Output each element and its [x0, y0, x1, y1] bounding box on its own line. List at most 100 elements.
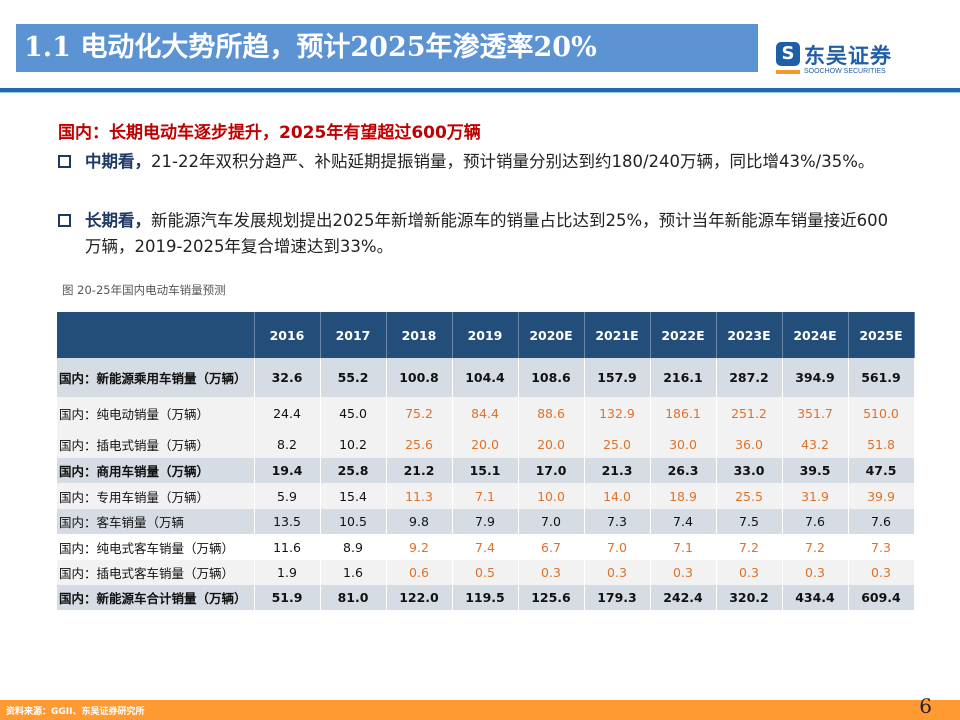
table-cell: 15.4 — [320, 483, 387, 509]
table-cell: 7.6 — [782, 509, 849, 534]
column-header: 2023E — [716, 312, 783, 358]
table-cell: 14.0 — [584, 483, 651, 509]
column-header: 2021E — [584, 312, 651, 358]
bullet-mid-term: 中期看，21-22年双积分趋严、补贴延期提振销量，预计销量分别达到约180/24… — [58, 149, 895, 175]
row-label: 国内：专用车销量（万辆） — [57, 483, 255, 509]
table-cell: 7.2 — [716, 534, 783, 560]
row-label: 国内：插电式客车销量（万辆） — [57, 560, 255, 585]
table-row: 国内：插电式客车销量（万辆） 1.9 1.6 0.6 0.5 0.3 0.3 0.3 0.3 0.… — [57, 560, 915, 585]
bullet-keyword: 中期看， — [85, 152, 151, 171]
bullet-keyword: 长期看， — [85, 211, 151, 230]
table-cell: 36.0 — [716, 430, 783, 458]
table-cell: 15.1 — [452, 458, 519, 483]
table-cell: 125.6 — [518, 585, 585, 610]
table-cell: 122.0 — [386, 585, 453, 610]
table-caption: 图 20-25年国内电动车销量预测 — [62, 283, 226, 297]
table-cell: 10.2 — [320, 430, 387, 458]
table-row: 国内：新能源乘用车销量（万辆） 32.6 55.2 100.8 104.4 108.6 15… — [57, 358, 915, 397]
table-cell: 186.1 — [650, 397, 717, 430]
table-cell: 7.1 — [650, 534, 717, 560]
table-cell: 6.7 — [518, 534, 585, 560]
table-cell: 179.3 — [584, 585, 651, 610]
table-cell: 25.0 — [584, 430, 651, 458]
header-divider — [0, 88, 960, 93]
table-cell: 434.4 — [782, 585, 849, 610]
table-cell: 0.6 — [386, 560, 453, 585]
table-row: 国内：商用车销量（万辆） 19.4 25.8 21.2 15.1 17.0 21.3 26.3… — [57, 458, 915, 483]
table-cell: 0.3 — [848, 560, 915, 585]
logo-en: SOOCHOW SECURITIES — [804, 68, 886, 75]
table-cell: 7.6 — [848, 509, 915, 534]
row-label: 国内：新能源车合计销量（万辆） — [57, 585, 255, 610]
section-heading: 国内：长期电动车逐步提升，2025年有望超过600万辆 — [58, 123, 481, 143]
bullet-text: 21-22年双积分趋严、补贴延期提振销量，预计销量分别达到约180/240万辆，… — [151, 152, 875, 171]
table-cell: 25.8 — [320, 458, 387, 483]
table-cell: 7.3 — [848, 534, 915, 560]
table-cell: 0.3 — [782, 560, 849, 585]
table-cell: 7.4 — [650, 509, 717, 534]
row-label: 国内：新能源乘用车销量（万辆） — [57, 358, 255, 397]
column-header: 2020E — [518, 312, 585, 358]
table-cell: 10.5 — [320, 509, 387, 534]
table-cell: 7.1 — [452, 483, 519, 509]
table-cell: 7.9 — [452, 509, 519, 534]
square-bullet-icon — [58, 214, 71, 227]
table-cell: 13.5 — [254, 509, 321, 534]
table-cell: 33.0 — [716, 458, 783, 483]
table-row: 国内：新能源车合计销量（万辆） 51.9 81.0 122.0 119.5 125.6 17… — [57, 585, 915, 610]
table-cell: 5.9 — [254, 483, 321, 509]
column-header: 2022E — [650, 312, 717, 358]
logo-icon: S — [776, 42, 800, 66]
table-row: 国内：插电式销量（万辆） 8.2 10.2 25.6 20.0 20.0 25.0 30.0 3… — [57, 430, 915, 458]
table-cell: 51.9 — [254, 585, 321, 610]
table-cell: 75.2 — [386, 397, 453, 430]
table-cell: 510.0 — [848, 397, 915, 430]
table-cell: 104.4 — [452, 358, 519, 397]
table-cell: 7.4 — [452, 534, 519, 560]
table-cell: 31.9 — [782, 483, 849, 509]
table-cell: 320.2 — [716, 585, 783, 610]
table-cell: 9.2 — [386, 534, 453, 560]
table-cell: 10.0 — [518, 483, 585, 509]
footer-bar: 资料来源：GGII、东吴证券研究所 6 — [0, 694, 960, 720]
table-cell: 0.3 — [518, 560, 585, 585]
table-cell: 39.5 — [782, 458, 849, 483]
table-cell: 108.6 — [518, 358, 585, 397]
table-cell: 7.0 — [518, 509, 585, 534]
table-cell: 0.3 — [650, 560, 717, 585]
table-cell: 609.4 — [848, 585, 915, 610]
table-cell: 88.6 — [518, 397, 585, 430]
logo-cn: 东吴证券 — [804, 44, 892, 68]
table-cell: 81.0 — [320, 585, 387, 610]
table-cell: 25.6 — [386, 430, 453, 458]
row-label: 国内：插电式销量（万辆） — [57, 430, 255, 458]
table-cell: 25.5 — [716, 483, 783, 509]
column-header: 2024E — [782, 312, 849, 358]
table-cell: 287.2 — [716, 358, 783, 397]
table-cell: 20.0 — [518, 430, 585, 458]
bullet-long-term: 长期看，新能源汽车发展规划提出2025年新增新能源车的销量占比达到25%，预计当… — [58, 208, 895, 260]
square-bullet-icon — [58, 155, 71, 168]
table-row: 国内：纯电式客车销量（万辆） 11.6 8.9 9.2 7.4 6.7 7.0 7.1 7.2 7… — [57, 534, 915, 560]
table-cell: 45.0 — [320, 397, 387, 430]
row-label: 国内：商用车销量（万辆） — [57, 458, 255, 483]
row-label: 国内：纯电动销量（万辆） — [57, 397, 255, 430]
table-cell: 11.3 — [386, 483, 453, 509]
table-header-row: 2016 2017 2018 2019 2020E 2021E 2022E 2023E 2024… — [57, 312, 915, 358]
row-label: 国内：客车销量（万辆 — [57, 509, 255, 534]
table-cell: 7.2 — [782, 534, 849, 560]
source-note: 资料来源：GGII、东吴证券研究所 — [6, 707, 145, 717]
table-cell: 24.4 — [254, 397, 321, 430]
table-cell: 55.2 — [320, 358, 387, 397]
table-cell: 0.3 — [584, 560, 651, 585]
table-cell: 30.0 — [650, 430, 717, 458]
table-cell: 0.3 — [716, 560, 783, 585]
column-header: 2017 — [320, 312, 387, 358]
table-cell: 7.5 — [716, 509, 783, 534]
table-cell: 17.0 — [518, 458, 585, 483]
slide-title: 1.1 电动化大势所趋，预计2025年渗透率20% — [16, 24, 758, 72]
table-cell: 7.0 — [584, 534, 651, 560]
table-cell: 18.9 — [650, 483, 717, 509]
table-cell: 9.8 — [386, 509, 453, 534]
table-cell: 84.4 — [452, 397, 519, 430]
